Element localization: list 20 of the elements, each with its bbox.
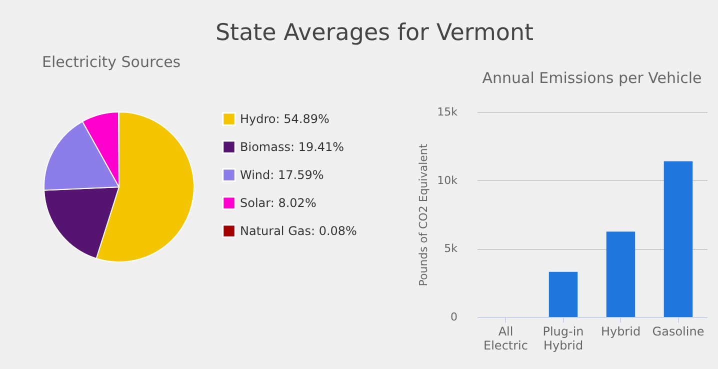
y-tick-label: 0: [450, 310, 458, 324]
y-axis-title: Pounds of CO2 Equivalent: [417, 143, 430, 286]
chart-title: Electricity Sources: [42, 53, 181, 71]
chart-title: Annual Emissions per Vehicle: [482, 69, 702, 87]
bar: [606, 232, 636, 317]
x-tick-label: All Electric: [484, 324, 528, 352]
text: State Averages for Vermont: [215, 20, 534, 46]
y-tick-label: 10k: [437, 174, 458, 187]
legend-label: Hydro: 54.89%: [240, 112, 330, 126]
bar: [548, 272, 578, 317]
x-tick-label: Hybrid: [600, 324, 641, 338]
legend-label: Solar: 8.02%: [240, 196, 316, 210]
legend-label: Biomass: 19.41%: [240, 140, 344, 154]
y-tick-label: 15k: [437, 106, 458, 118]
x-tick-label: Gasoline: [652, 324, 704, 338]
x-tick-label: Plug-in Hybrid: [542, 324, 584, 352]
bar: [664, 161, 693, 317]
y-tick-label: 5k: [444, 242, 458, 256]
legend-label: Wind: 17.59%: [240, 168, 324, 182]
legend-label: Natural Gas: 0.08%: [240, 224, 357, 238]
